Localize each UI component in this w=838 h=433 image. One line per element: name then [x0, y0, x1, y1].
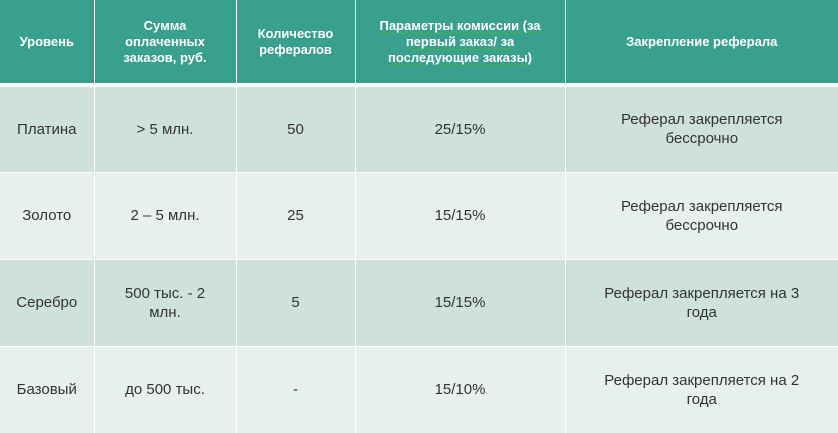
cell-level: Платина [0, 84, 95, 172]
cell-referral-binding-text: Реферал закрепляется бессрочно [620, 111, 783, 148]
cell-referral-binding: Реферал закрепляется бессрочно [565, 84, 838, 172]
cell-level: Серебро [0, 258, 95, 346]
cell-level: Базовый [0, 345, 95, 433]
header-referral-count: Количество рефералов [236, 0, 356, 85]
cell-referral-binding-text: Реферал закрепляется бессрочно [620, 197, 783, 234]
cell-commission: 25/15% [355, 84, 566, 172]
table-row: Золото 2 – 5 млн. 25 15/15% Реферал закр… [0, 171, 838, 259]
header-commission: Параметры комиссии (за первый заказ/ за … [355, 0, 566, 85]
cell-referral-binding: Реферал закрепляется на 3 года [565, 258, 838, 346]
header-row: Уровень Сумма оплаченных заказов, руб. К… [0, 0, 838, 85]
cell-referral-binding: Реферал закрепляется на 2 года [565, 345, 838, 433]
cell-referral-count: 50 [236, 84, 356, 172]
cell-level: Золото [0, 171, 95, 259]
header-order-sum-text: Сумма оплаченных заказов, руб. [123, 17, 207, 65]
cell-commission: 15/10% [355, 345, 566, 433]
header-order-sum: Сумма оплаченных заказов, руб. [94, 0, 237, 85]
cell-order-sum: до 500 тыс. [94, 345, 237, 433]
cell-commission: 15/15% [355, 258, 566, 346]
header-referral-binding: Закрепление реферала [565, 0, 838, 85]
header-referral-count-text: Количество рефералов [257, 25, 334, 57]
cell-referral-count: 25 [236, 171, 356, 259]
cell-commission: 15/15% [355, 171, 566, 259]
cell-order-sum-text: 500 тыс. - 2 млн. [124, 284, 206, 321]
cell-referral-count: - [236, 345, 356, 433]
table-row: Платина > 5 млн. 50 25/15% Реферал закре… [0, 84, 838, 172]
table-row: Серебро 500 тыс. - 2 млн. 5 15/15% Рефер… [0, 258, 838, 346]
table-body: Платина > 5 млн. 50 25/15% Реферал закре… [0, 84, 838, 433]
table-row: Базовый до 500 тыс. - 15/10% Реферал зак… [0, 345, 838, 433]
header-commission-text: Параметры комиссии (за первый заказ/ за … [379, 17, 541, 65]
cell-referral-binding: Реферал закрепляется бессрочно [565, 171, 838, 259]
cell-order-sum: > 5 млн. [94, 84, 237, 172]
cell-order-sum: 2 – 5 млн. [94, 171, 237, 259]
cell-referral-binding-text: Реферал закрепляется на 2 года [604, 371, 800, 408]
header-level: Уровень [0, 0, 95, 85]
cell-order-sum: 500 тыс. - 2 млн. [94, 258, 237, 346]
table-header: Уровень Сумма оплаченных заказов, руб. К… [0, 0, 838, 85]
cell-referral-binding-text: Реферал закрепляется на 3 года [604, 284, 800, 321]
cell-referral-count: 5 [236, 258, 356, 346]
